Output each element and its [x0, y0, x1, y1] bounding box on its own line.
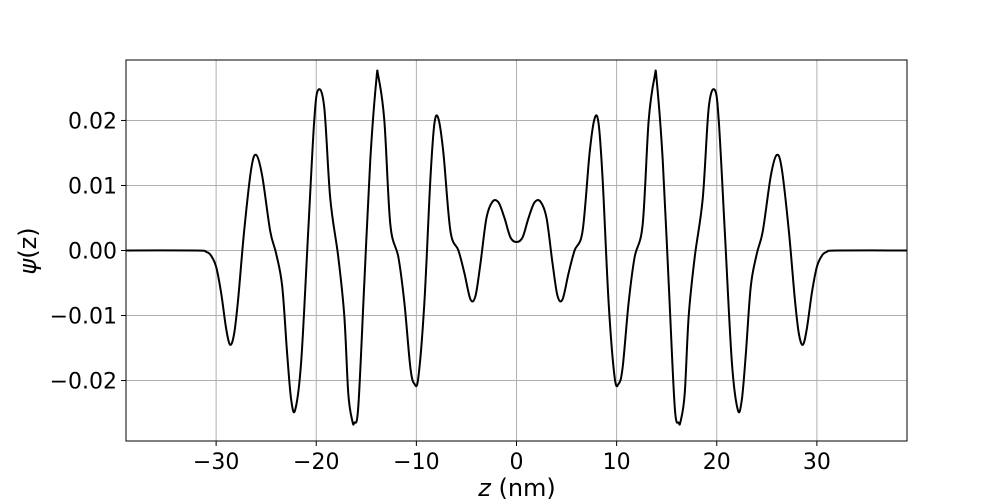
x-tick-label: 10 [603, 450, 631, 475]
y-tick-label: 0.01 [68, 174, 117, 199]
x-tick-label: −30 [193, 450, 239, 475]
y-tick-label: −0.01 [50, 305, 117, 330]
y-tick-label: 0.00 [68, 240, 117, 265]
x-tick-labels: −30 −20 −10 0 10 20 30 [193, 450, 831, 475]
y-tick-labels: −0.02 −0.01 0.00 0.01 0.02 [50, 109, 117, 394]
x-tick-label: 0 [510, 450, 524, 475]
x-tick-label: −20 [293, 450, 339, 475]
y-axis-label-var: ψ [14, 258, 42, 275]
series-line [125, 69, 908, 426]
x-axis-label: z (nm) [477, 474, 556, 502]
y-tick-label: −0.02 [50, 370, 117, 395]
x-tick-label: −10 [393, 450, 439, 475]
x-axis-label-var: z [477, 474, 492, 502]
x-tick-label: 20 [703, 450, 731, 475]
x-tick-label: 30 [803, 450, 831, 475]
plot-area [125, 69, 908, 426]
y-axis-label-arg: (z) [14, 227, 42, 258]
ticks [121, 119, 818, 446]
y-tick-label: 0.02 [68, 109, 117, 134]
x-axis-label-unit: (nm) [491, 474, 556, 502]
grid [126, 60, 907, 441]
y-axis-label: ψ(z) [14, 227, 42, 274]
